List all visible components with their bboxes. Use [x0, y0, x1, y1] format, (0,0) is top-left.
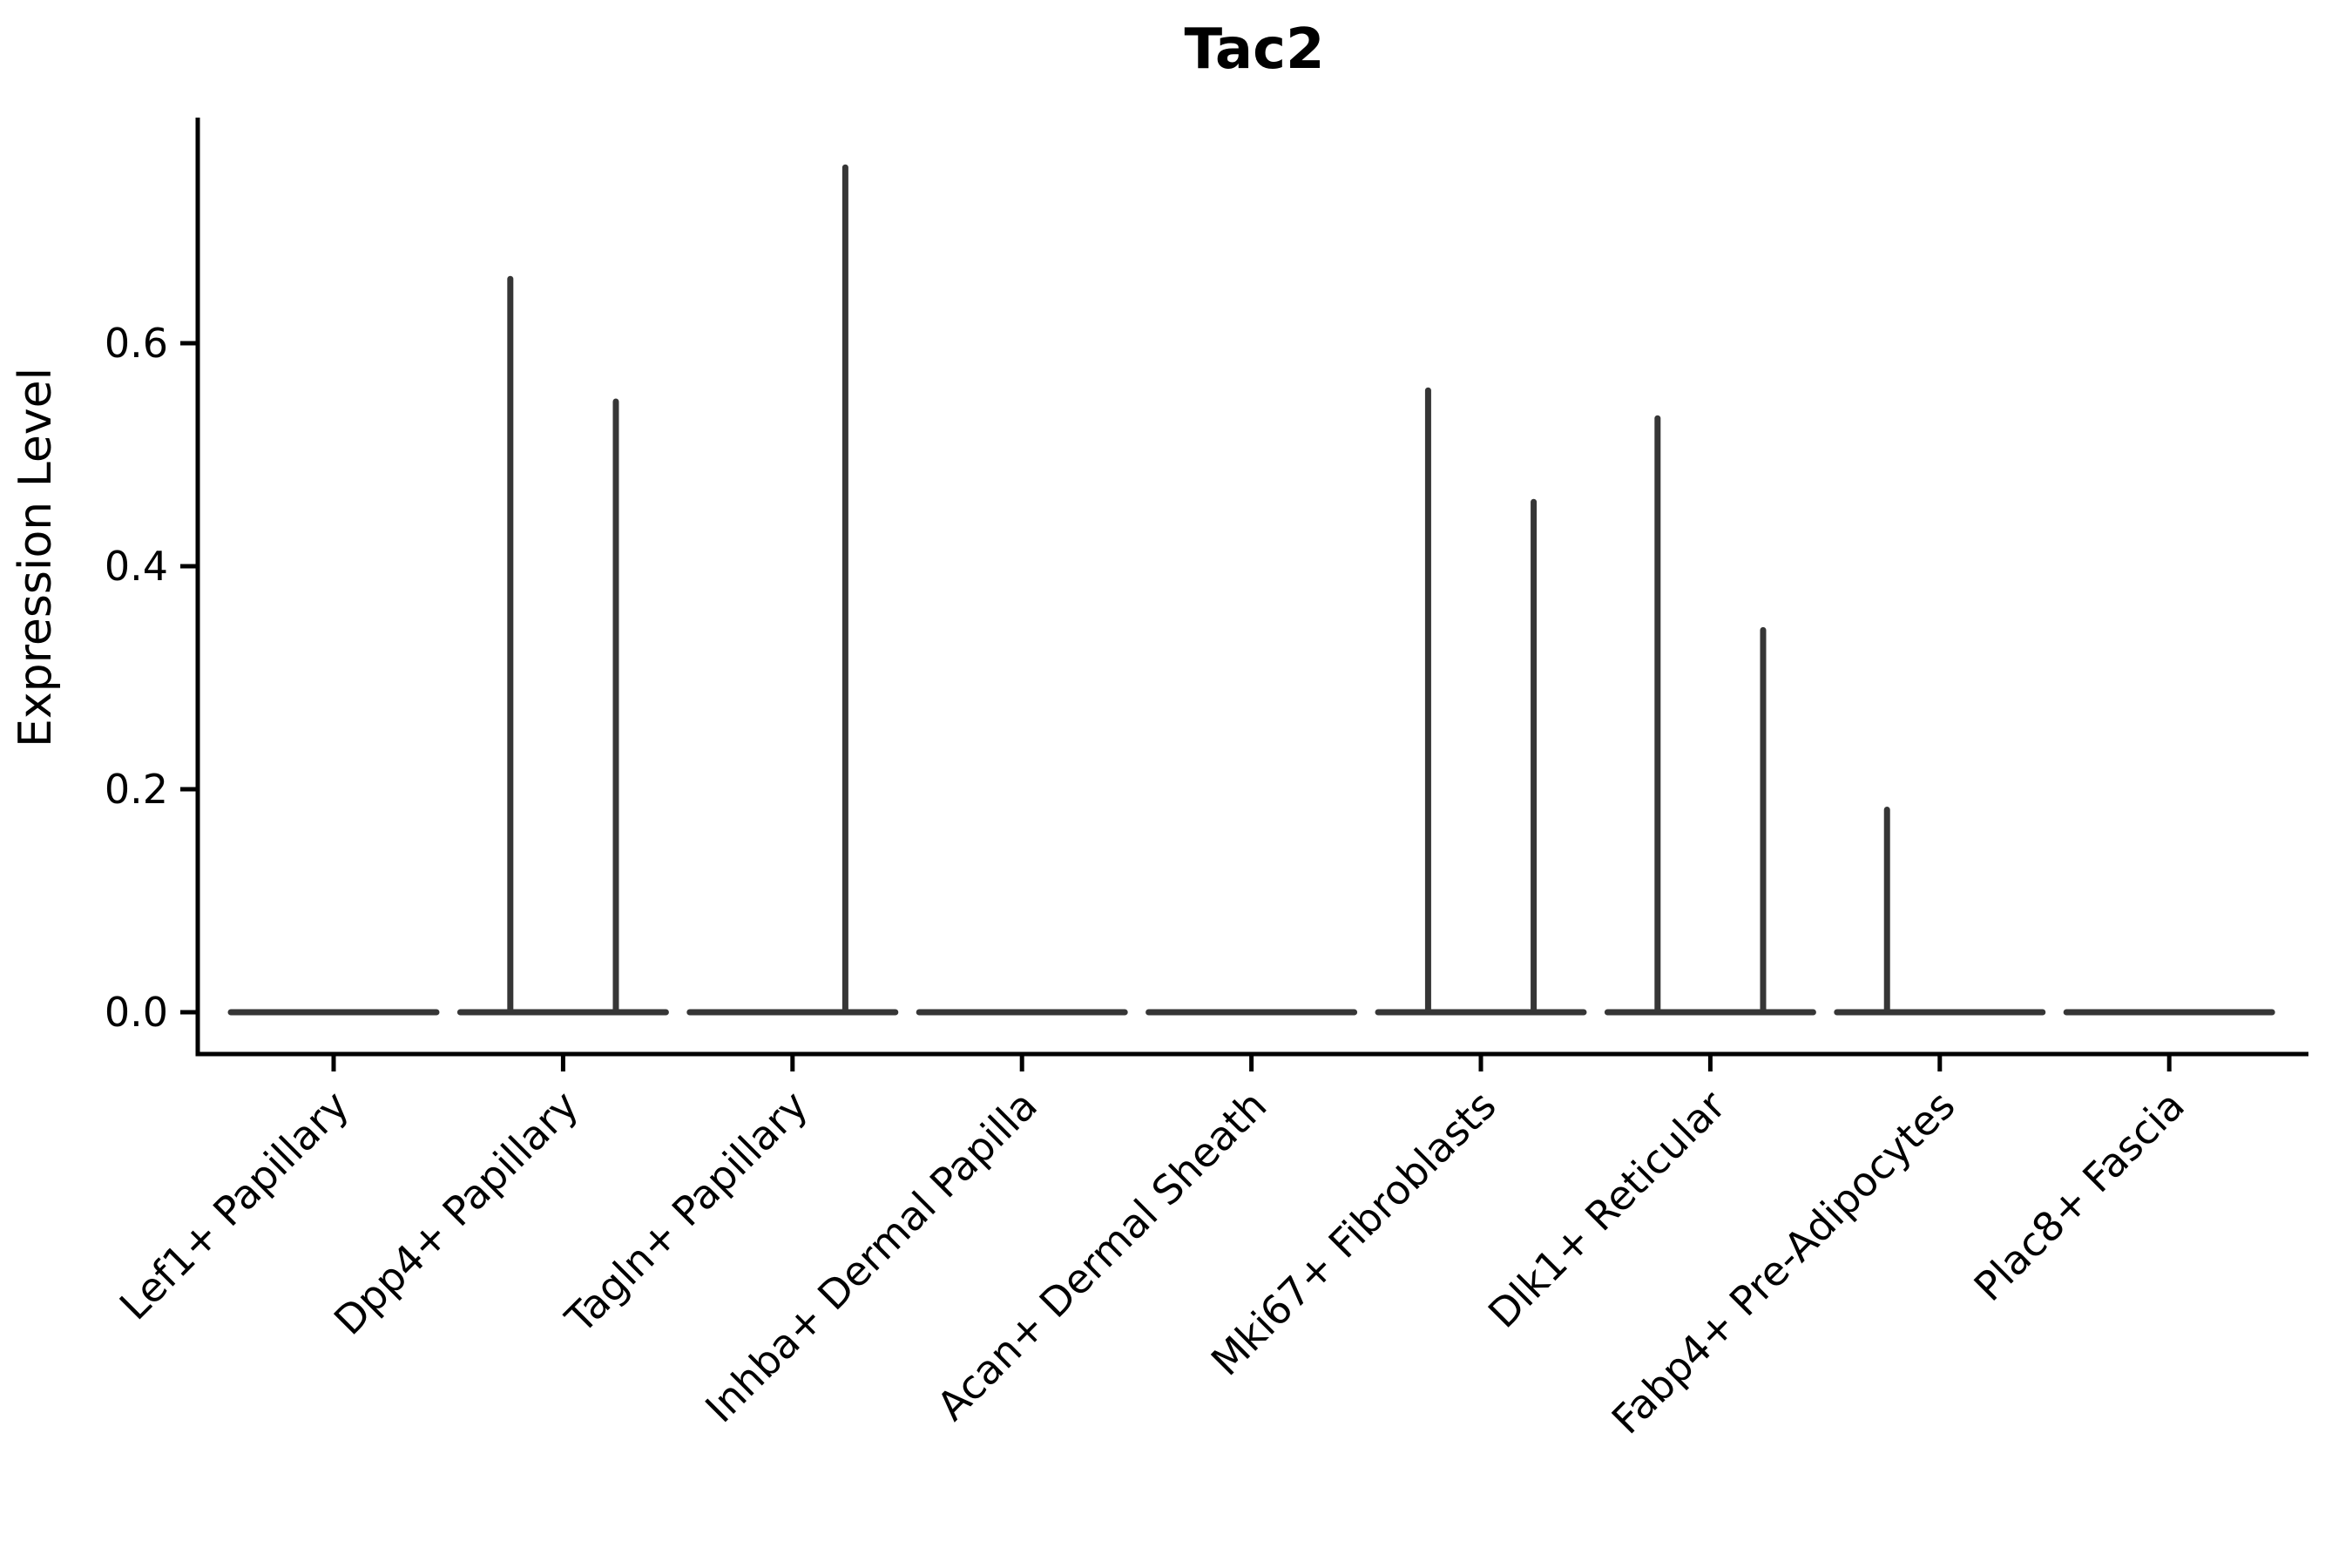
y-tick-label: 0.2	[105, 766, 168, 813]
y-tick-label: 0.6	[105, 320, 168, 367]
x-tick-label: Tagln+ Papillary	[556, 1082, 817, 1343]
violin-layer	[227, 164, 2275, 1016]
x-tick-label: Dlk1+ Reticular	[1479, 1082, 1734, 1337]
chart-title: Tac2	[1184, 17, 1324, 82]
x-tick-label: Lef1+ Papillary	[111, 1082, 358, 1329]
y-axis-label: Expression Level	[10, 368, 62, 747]
x-tick-label: Dpp4+ Papillary	[325, 1082, 587, 1344]
y-tick-label: 0.0	[105, 989, 168, 1036]
y-tick-label: 0.4	[105, 543, 168, 590]
x-tick-label: Plac8+ Fascia	[1965, 1082, 2193, 1310]
